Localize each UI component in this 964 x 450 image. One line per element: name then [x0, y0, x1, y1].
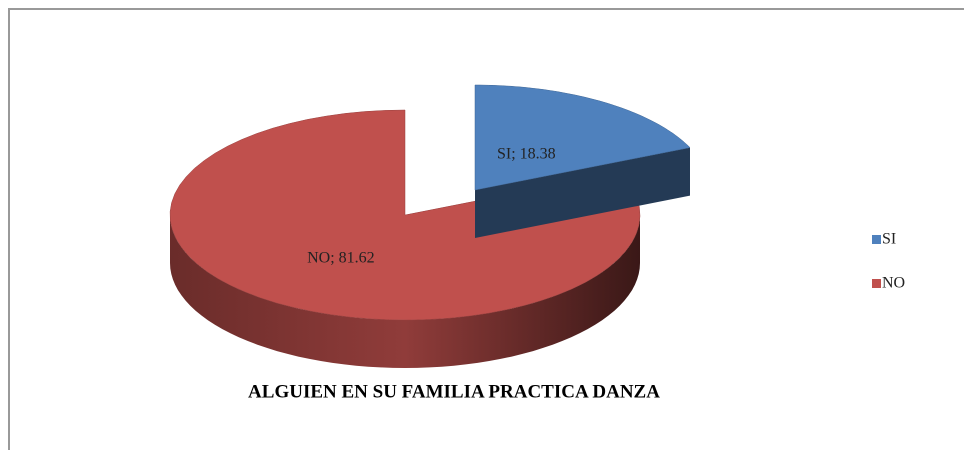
- legend-label: NO: [882, 275, 905, 292]
- legend-swatch: [872, 279, 881, 288]
- legend-label: SI: [882, 231, 896, 248]
- slice: [169, 109, 641, 321]
- data-label: NO; 81.62: [307, 250, 375, 267]
- slice-wall: [475, 147, 690, 238]
- frame: [8, 8, 964, 450]
- slice: [474, 84, 691, 191]
- legend-swatch: [872, 235, 881, 244]
- slice-side: [170, 215, 640, 368]
- chart-title: ALGUIEN EN SU FAMILIA PRACTICA DANZA: [248, 381, 660, 402]
- data-label: SI; 18.38: [497, 145, 556, 162]
